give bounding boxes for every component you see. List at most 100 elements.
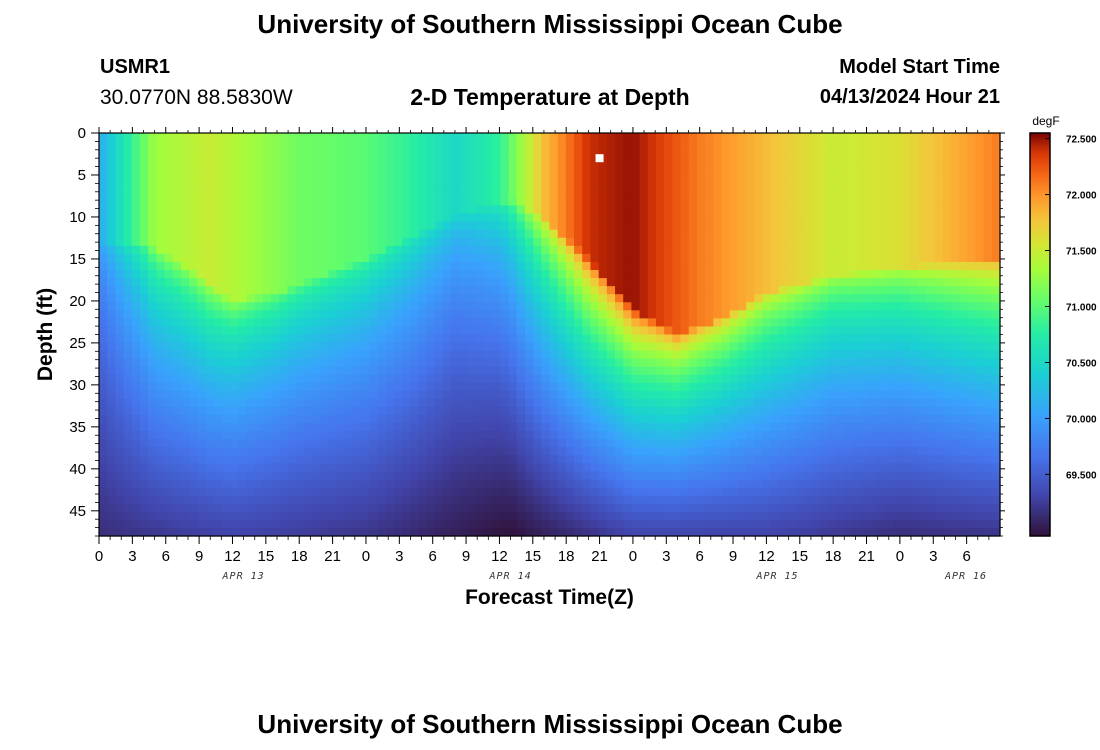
heatmap-cell: [467, 189, 477, 199]
heatmap-cell: [623, 221, 633, 231]
heatmap-cell: [705, 302, 714, 311]
heatmap-cell: [615, 447, 624, 456]
heatmap-cell: [393, 350, 403, 360]
heatmap-cell: [778, 294, 788, 303]
heatmap-cell: [107, 334, 116, 344]
heatmap-cell: [836, 165, 845, 174]
heatmap-cell: [598, 326, 608, 336]
heatmap-cell: [385, 149, 395, 158]
heatmap-cell: [852, 455, 862, 465]
heatmap-cell: [434, 455, 444, 465]
heatmap-cell: [754, 390, 764, 400]
heatmap-cell: [156, 358, 166, 368]
heatmap-cell: [328, 366, 338, 376]
heatmap-cell: [393, 431, 403, 440]
heatmap-cell: [451, 511, 460, 521]
heatmap-cell: [139, 463, 149, 473]
heatmap-cell: [402, 237, 411, 247]
heatmap-cell: [680, 189, 690, 199]
heatmap-cell: [205, 302, 215, 311]
heatmap-cell: [402, 205, 411, 215]
heatmap-cell: [901, 495, 911, 505]
heatmap-cell: [770, 479, 780, 489]
heatmap-cell: [647, 294, 657, 303]
heatmap-cell: [492, 318, 501, 328]
heatmap-cell: [115, 439, 125, 448]
heatmap-cell: [377, 237, 387, 247]
heatmap-cell: [197, 237, 207, 247]
heatmap-cell: [123, 415, 133, 424]
heatmap-cell: [451, 302, 460, 311]
heatmap-cell: [205, 318, 215, 328]
heatmap-cell: [647, 527, 657, 537]
heatmap-cell: [623, 350, 633, 360]
heatmap-cell: [295, 310, 305, 319]
heatmap-cell: [271, 527, 280, 537]
heatmap-cell: [639, 374, 649, 384]
heatmap-cell: [467, 245, 477, 255]
heatmap-cell: [475, 270, 485, 279]
heatmap-cell: [713, 189, 723, 199]
heatmap-cell: [524, 318, 534, 328]
heatmap-cell: [123, 318, 133, 328]
heatmap-cell: [131, 423, 141, 432]
heatmap-cell: [844, 487, 854, 497]
heatmap-cell: [230, 205, 239, 215]
heatmap-cell: [311, 173, 321, 182]
heatmap-cell: [893, 318, 903, 328]
heatmap-cell: [451, 398, 460, 408]
heatmap-cell: [524, 366, 534, 376]
heatmap-cell: [320, 374, 329, 384]
heatmap-cell: [893, 527, 903, 537]
heatmap-cell: [565, 398, 575, 408]
heatmap-cell: [623, 487, 633, 497]
heatmap-cell: [99, 423, 108, 432]
heatmap-cell: [737, 487, 747, 497]
heatmap-cell: [410, 415, 420, 424]
heatmap-cell: [197, 261, 207, 271]
heatmap-cell: [189, 503, 198, 513]
heatmap-cell: [189, 302, 198, 311]
heatmap-cell: [680, 390, 690, 400]
heatmap-cell: [713, 487, 723, 497]
heatmap-cell: [533, 229, 542, 239]
heatmap-cell: [754, 270, 764, 279]
heatmap-cell: [221, 197, 231, 207]
heatmap-cell: [123, 447, 133, 456]
heatmap-cell: [131, 511, 141, 521]
heatmap-cell: [598, 229, 608, 239]
heatmap-cell: [516, 471, 526, 481]
heatmap-cell: [459, 527, 469, 537]
heatmap-cell: [311, 278, 321, 287]
heatmap-cell: [443, 181, 452, 191]
heatmap-cell: [770, 350, 780, 360]
heatmap-cell: [565, 455, 575, 465]
heatmap-cell: [688, 374, 698, 384]
heatmap-cell: [516, 237, 526, 247]
heatmap-cell: [885, 447, 895, 456]
heatmap-cell: [361, 302, 370, 311]
heatmap-cell: [893, 334, 903, 344]
heatmap-cell: [631, 398, 641, 408]
heatmap-cell: [811, 229, 821, 239]
heatmap-cell: [574, 189, 583, 199]
heatmap-cell: [164, 366, 174, 376]
heatmap-cell: [475, 519, 485, 529]
heatmap-cell: [451, 374, 460, 384]
heatmap-cell: [352, 173, 362, 182]
heatmap-cell: [909, 366, 919, 376]
heatmap-cell: [533, 415, 542, 424]
heatmap-cell: [705, 326, 714, 336]
heatmap-cell: [860, 261, 870, 271]
heatmap-cell: [459, 229, 469, 239]
heatmap-cell: [705, 374, 714, 384]
heatmap-cell: [344, 253, 354, 263]
heatmap-cell: [524, 294, 534, 303]
heatmap-cell: [369, 141, 379, 150]
heatmap-cell: [107, 165, 116, 174]
heatmap-cell: [516, 245, 526, 255]
heatmap-cell: [827, 310, 837, 319]
heatmap-cell: [631, 229, 641, 239]
heatmap-cell: [590, 439, 600, 448]
heatmap-cell: [582, 455, 592, 465]
